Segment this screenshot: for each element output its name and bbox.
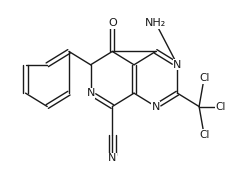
Text: Cl: Cl (199, 73, 209, 83)
Text: N: N (152, 101, 160, 112)
Text: Cl: Cl (199, 130, 209, 140)
Text: Cl: Cl (216, 101, 226, 112)
Text: N: N (87, 88, 95, 98)
Text: O: O (108, 18, 117, 28)
Text: NH₂: NH₂ (145, 18, 166, 28)
Text: N: N (173, 60, 182, 70)
Text: N: N (108, 153, 117, 163)
